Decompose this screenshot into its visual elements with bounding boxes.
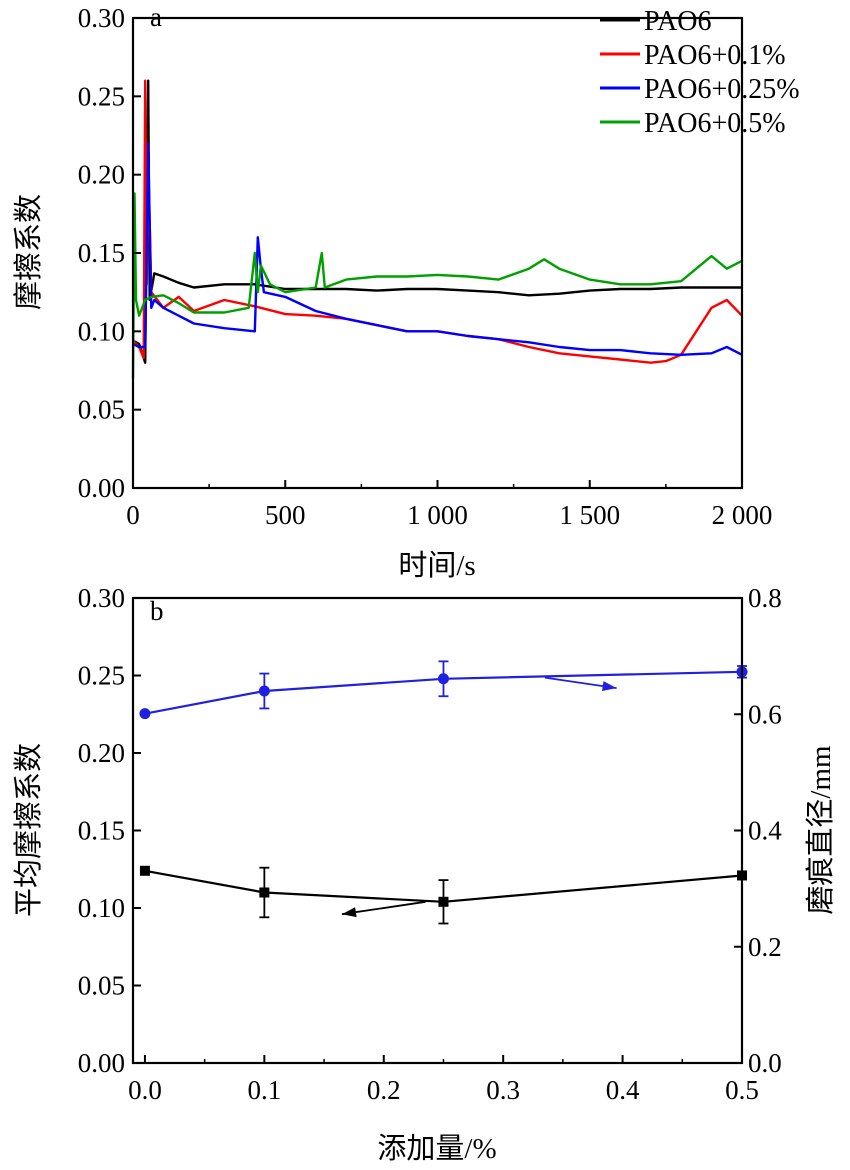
panel-b-point-square [139, 865, 150, 876]
panel-b-y2-tick-label: 0.0 [748, 1048, 782, 1078]
panel-b-axis-arrows [341, 676, 617, 918]
panel-a-chart: 0 500 1 000 1 500 2 000 0.00 0.05 0.10 0.15 0.20… [12, 2, 800, 582]
panel-b-point-circle [437, 673, 449, 685]
panel-b-series-line-1 [144, 869, 743, 903]
panel-a-series-line-3 [132, 142, 743, 356]
panel-b-y-tick-label: 0.30 [78, 583, 125, 613]
panel-b-y-tick-label: 0.15 [78, 816, 125, 846]
panel-a-series-group [131, 79, 743, 379]
panel-b-point-circle [139, 708, 151, 720]
panel-b-y2-ticks: 0.0 0.2 0.4 0.6 0.8 [734, 583, 782, 1078]
panel-a-x-tick-label: 2 000 [712, 500, 773, 530]
panel-b-point-square [438, 896, 449, 907]
panel-b-label: b [150, 596, 164, 626]
panel-b-point-circle [258, 685, 270, 697]
axis-arrow-shaft [341, 900, 426, 916]
panel-b-y2-tick-label: 0.8 [748, 583, 782, 613]
panel-b-x-tick-label: 0.5 [725, 1075, 759, 1105]
panel-a-label: a [150, 2, 162, 32]
legend-label-3: PAO6+0.25% [644, 74, 800, 105]
panel-b-x-ticks: 0.0 0.1 0.2 0.3 0.4 0.5 [128, 1055, 759, 1105]
panel-a-y-tick-label: 0.20 [78, 160, 125, 190]
panel-b-y2-tick-label: 0.4 [748, 816, 782, 846]
panel-b-x-tick-label: 0.0 [128, 1075, 162, 1105]
legend-label-1: PAO6 [644, 6, 711, 37]
panel-b-y-tick-label: 0.05 [78, 971, 125, 1001]
panel-a-y-tick-label: 0.10 [78, 316, 125, 346]
panel-b-y2-tick-label: 0.2 [748, 932, 782, 962]
panel-a-series-line-4 [131, 192, 743, 379]
panel-b-y-axis-label: 平均摩擦系数 [12, 743, 45, 917]
legend-label-2: PAO6+0.1% [644, 40, 786, 71]
axis-arrow-head [341, 907, 357, 918]
panel-b-x-tick-label: 0.4 [606, 1075, 640, 1105]
panel-b-frame [131, 596, 744, 1065]
panel-b-y-tick-label: 0.20 [78, 738, 125, 768]
panel-b-series-group [139, 660, 748, 925]
panel-a-y-tick-label: 0.00 [78, 473, 125, 503]
panel-a-y-tick-label: 0.30 [78, 3, 125, 33]
panel-a-x-tick-label: 1 500 [559, 500, 620, 530]
axis-arrow-head [602, 681, 617, 691]
legend-label-4: PAO6+0.5% [644, 108, 786, 139]
panel-b-x-axis-label: 添加量/% [377, 1132, 496, 1165]
panel-a-y-axis-label: 摩擦系数 [12, 194, 45, 310]
panel-a-y-tick-label: 0.15 [78, 238, 125, 268]
panel-a-x-tick-label: 0 [126, 500, 140, 530]
panel-b-series-line-2 [144, 670, 743, 715]
panel-a-x-tick-label: 1 000 [407, 500, 468, 530]
panel-b-y2-tick-label: 0.6 [748, 699, 782, 729]
panel-b-y2-axis-label: 磨痕直径/mm [804, 745, 837, 915]
panel-a-y-tick-label: 0.05 [78, 395, 125, 425]
panel-b-point-square [259, 887, 270, 898]
panel-b-x-tick-label: 0.1 [247, 1075, 281, 1105]
panel-b-y-tick-label: 0.25 [78, 661, 125, 691]
panel-b-chart: 0.0 0.1 0.2 0.3 0.4 0.5 0.000.050.100.150.200… [12, 583, 837, 1165]
panel-a-y-tick-label: 0.25 [78, 81, 125, 111]
panel-b-y-ticks: 0.00 0.05 0.10 0.15 0.20 0.25 0.30 [78, 583, 141, 1078]
panel-b-x-tick-label: 0.2 [367, 1075, 401, 1105]
panel-b-x-tick-label: 0.3 [486, 1075, 520, 1105]
panel-a-y-ticks: 0.00 0.05 0.10 0.15 0.20 0.25 0.30 [78, 3, 141, 503]
panel-a-x-ticks: 0 500 1 000 1 500 2 000 [126, 480, 772, 530]
panel-b-y-tick-label: 0.00 [78, 1048, 125, 1078]
panel-a-x-tick-label: 500 [265, 500, 306, 530]
panel-b-y-tick-label: 0.10 [78, 893, 125, 923]
panel-a-x-axis-label: 时间/s [398, 549, 475, 582]
